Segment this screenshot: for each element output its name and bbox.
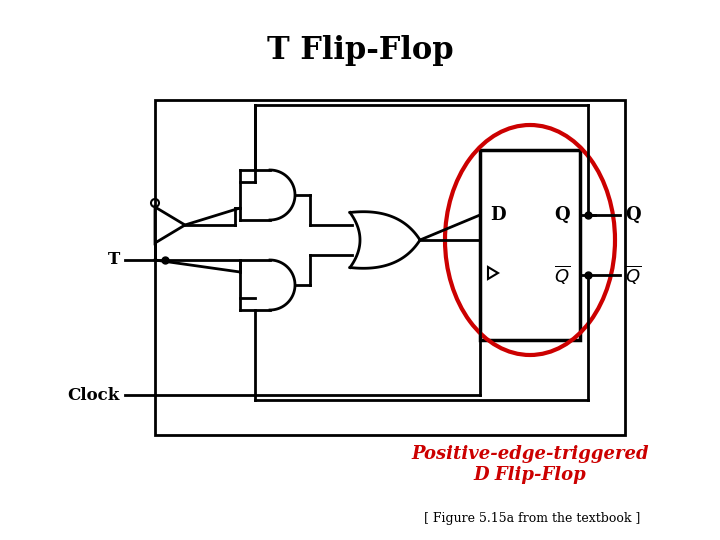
Text: [ Figure 5.15a from the textbook ]: [ Figure 5.15a from the textbook ] (423, 512, 640, 525)
Text: Q: Q (554, 206, 570, 224)
Text: T: T (108, 252, 120, 268)
Bar (155, 100, 625, 435)
Text: Q: Q (625, 206, 641, 224)
Bar (480, 150, 580, 340)
Text: Positive-edge-triggered
D Flip-Flop: Positive-edge-triggered D Flip-Flop (411, 445, 649, 484)
Text: T Flip-Flop: T Flip-Flop (266, 35, 454, 66)
Text: Clock: Clock (68, 387, 120, 403)
Text: D: D (490, 206, 505, 224)
Text: $\overline{Q}$: $\overline{Q}$ (625, 264, 642, 286)
Text: $\overline{Q}$: $\overline{Q}$ (554, 264, 570, 286)
